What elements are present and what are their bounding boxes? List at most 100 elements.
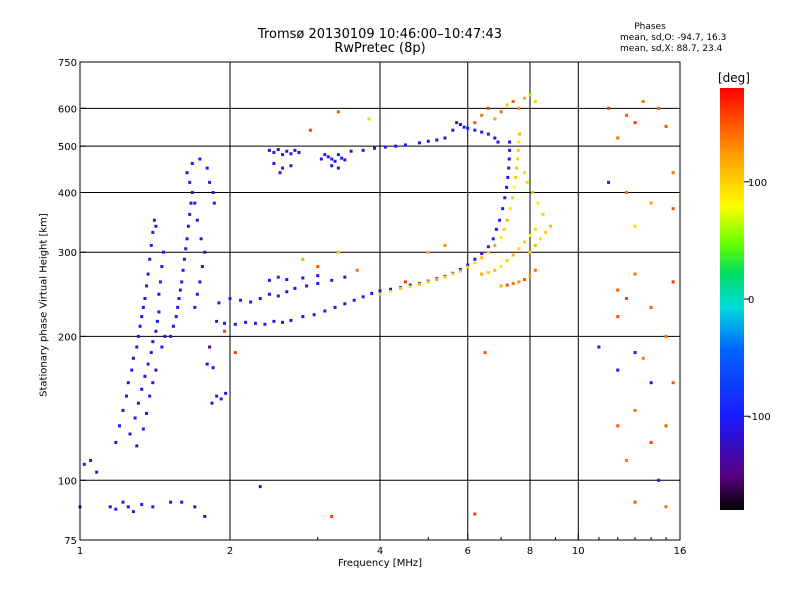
data-point <box>158 280 162 284</box>
data-point <box>272 150 276 154</box>
data-point <box>180 280 184 284</box>
colorbar-tick-label: 100 <box>748 178 767 189</box>
data-point <box>308 128 312 132</box>
data-point <box>143 297 147 301</box>
data-point <box>138 324 142 328</box>
data-point <box>498 218 502 222</box>
data-point <box>367 117 371 121</box>
data-point <box>507 157 511 161</box>
data-point <box>276 294 280 298</box>
data-point <box>155 319 159 323</box>
data-point <box>657 478 661 482</box>
data-point <box>130 368 134 372</box>
data-point <box>493 268 497 272</box>
data-point <box>145 284 149 288</box>
data-point <box>501 207 505 211</box>
data-point <box>148 394 152 398</box>
data-point <box>370 291 374 295</box>
data-point <box>513 175 517 179</box>
data-point <box>426 280 430 284</box>
data-point <box>301 257 305 261</box>
chart-title-line1: Tromsø 20130109 10:46:00–10:47:43 <box>257 27 503 42</box>
data-point <box>507 166 511 170</box>
y-tick-label: 100 <box>58 476 77 487</box>
data-point <box>671 207 675 211</box>
data-point <box>205 166 209 170</box>
data-point <box>301 315 305 319</box>
data-point <box>549 224 553 228</box>
data-point <box>515 166 519 170</box>
data-point <box>633 272 637 276</box>
data-point <box>272 319 276 323</box>
data-point <box>458 123 462 127</box>
y-tick-label: 400 <box>58 188 77 199</box>
data-point <box>141 305 145 309</box>
data-point <box>330 514 334 518</box>
data-point <box>473 128 477 132</box>
data-point <box>671 280 675 284</box>
data-point <box>149 243 153 247</box>
data-point <box>671 381 675 385</box>
data-point <box>182 257 186 261</box>
data-point <box>664 424 668 428</box>
data-point <box>625 297 629 301</box>
data-point <box>641 100 645 104</box>
data-point <box>195 218 199 222</box>
data-point <box>378 289 382 293</box>
y-tick-label: 200 <box>58 332 77 343</box>
data-point <box>82 462 86 466</box>
data-point <box>276 148 280 152</box>
data-point <box>149 351 153 355</box>
data-point <box>135 345 139 349</box>
data-point <box>443 136 447 140</box>
data-point <box>480 113 484 117</box>
y-tick-label: 600 <box>58 104 77 115</box>
data-point <box>184 247 188 251</box>
data-point <box>528 274 532 278</box>
data-point <box>278 171 282 175</box>
data-point <box>114 507 118 511</box>
data-point <box>511 253 515 257</box>
data-point <box>135 444 139 448</box>
data-point <box>199 237 203 241</box>
data-point <box>253 321 257 325</box>
data-point <box>281 153 285 157</box>
data-point <box>505 103 509 107</box>
data-point <box>258 485 262 489</box>
data-point <box>343 275 347 279</box>
data-point <box>151 230 155 234</box>
data-point <box>203 514 207 518</box>
data-point <box>633 121 637 125</box>
data-point <box>352 298 356 302</box>
data-point <box>597 345 601 349</box>
data-point <box>297 150 301 154</box>
data-point <box>616 136 620 140</box>
data-point <box>281 166 285 170</box>
grid-lines <box>80 62 680 540</box>
data-point <box>523 96 527 100</box>
data-point <box>190 161 194 165</box>
data-point <box>523 171 527 175</box>
data-point <box>506 175 510 179</box>
data-point <box>178 288 182 292</box>
data-point <box>140 315 144 319</box>
data-point <box>486 250 490 254</box>
data-point <box>544 230 548 234</box>
data-point <box>541 212 545 216</box>
data-point <box>508 140 512 144</box>
data-point <box>408 285 412 289</box>
data-point <box>408 283 412 287</box>
data-point <box>154 224 158 228</box>
colorbar-tick-label: 0 <box>748 295 754 306</box>
data-point <box>616 424 620 428</box>
data-point <box>148 257 152 261</box>
data-point <box>223 329 227 333</box>
y-tick-label: 500 <box>58 142 77 153</box>
data-point <box>151 505 155 509</box>
data-point <box>508 207 512 211</box>
data-point <box>473 512 477 516</box>
data-point <box>517 280 521 284</box>
data-point <box>223 321 227 325</box>
data-point <box>625 113 629 117</box>
data-point <box>188 212 192 216</box>
